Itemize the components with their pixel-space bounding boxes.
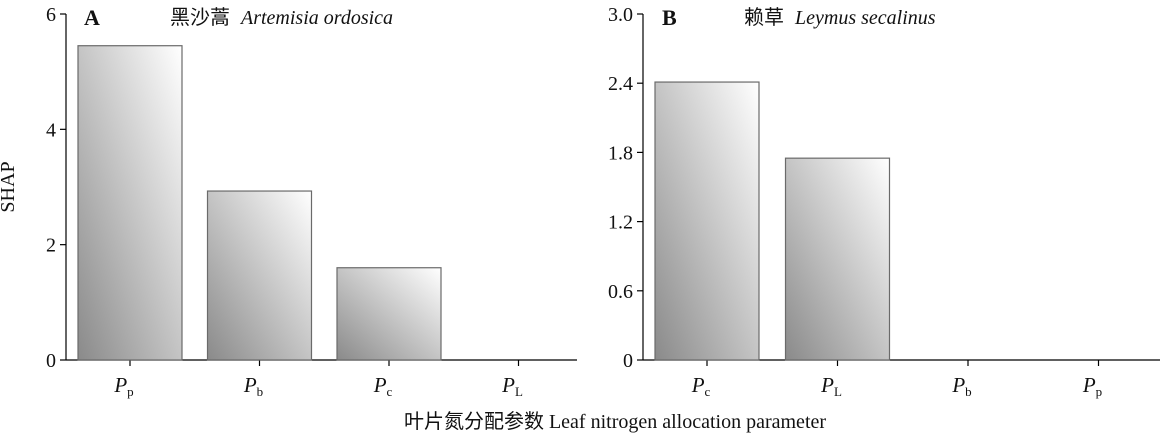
panel-b-y-tick-label: 2.4 [608, 73, 633, 95]
panel-b-x-tick-label: Pc [691, 373, 711, 399]
x-axis-title: 叶片氮分配参数 Leaf nitrogen allocation paramet… [404, 410, 826, 433]
y-axis-title: SHAP [0, 161, 19, 212]
panel-b-y-tick-label: 0.6 [608, 281, 633, 303]
panel-a-marks: 0 2 4 6 Pp Pb Pc PL [46, 4, 523, 399]
panel-a-x-tick-label: Pp [113, 373, 133, 399]
panel-a-x-tick-label: PL [501, 373, 523, 399]
panel-b-y-tick-label: 1.8 [608, 142, 633, 164]
panel-a-bar-pb [206, 190, 313, 361]
panel-a-chart: A 黑沙蒿 Artemisia ordosica 0 2 4 6 Pp Pb Pc PL [46, 4, 577, 399]
panel-a-x-tick-label: Pb [243, 373, 263, 399]
panel-a-bar-pp [77, 45, 183, 361]
panel-b-letter: B [662, 5, 677, 30]
panel-a-y-tick-label: 6 [46, 4, 56, 26]
panel-a-title: 黑沙蒿 Artemisia ordosica [170, 6, 393, 29]
panel-a-y-tick-label: 0 [46, 350, 56, 372]
panel-a-title-latin: Artemisia ordosica [239, 7, 393, 29]
panel-a-y-tick-label: 4 [46, 119, 56, 141]
panel-a-x-tick-label: Pc [373, 373, 393, 399]
panel-a-bar-pc [336, 267, 442, 361]
panel-b-title-latin: Leymus secalinus [794, 7, 936, 29]
panel-b-marks: 0 0.6 1.2 1.8 2.4 3.0 Pc PL Pb Pp [608, 4, 1102, 399]
panel-a-y-tick-label: 2 [46, 235, 56, 257]
panel-b-y-tick-label: 3.0 [608, 4, 633, 26]
panel-b-title-cn: 赖草 [744, 6, 784, 29]
panel-b-bar-pl [784, 157, 891, 361]
panel-b-chart: B 赖草 Leymus secalinus 0 0.6 1.2 1.8 2.4 3.0 Pc… [608, 4, 1160, 399]
panel-b-y-tick-label: 0 [623, 350, 633, 372]
panel-b-bar-pc [654, 81, 760, 361]
panel-b-y-tick-label: 1.2 [608, 212, 633, 234]
panel-b-title: 赖草 Leymus secalinus [744, 6, 936, 29]
panel-b-x-tick-label: Pp [1082, 373, 1102, 399]
panel-b-x-tick-label: Pb [951, 373, 971, 399]
panel-a-title-cn: 黑沙蒿 [170, 6, 230, 29]
panel-b-x-tick-label: PL [820, 373, 842, 399]
panel-a-letter: A [84, 5, 100, 30]
